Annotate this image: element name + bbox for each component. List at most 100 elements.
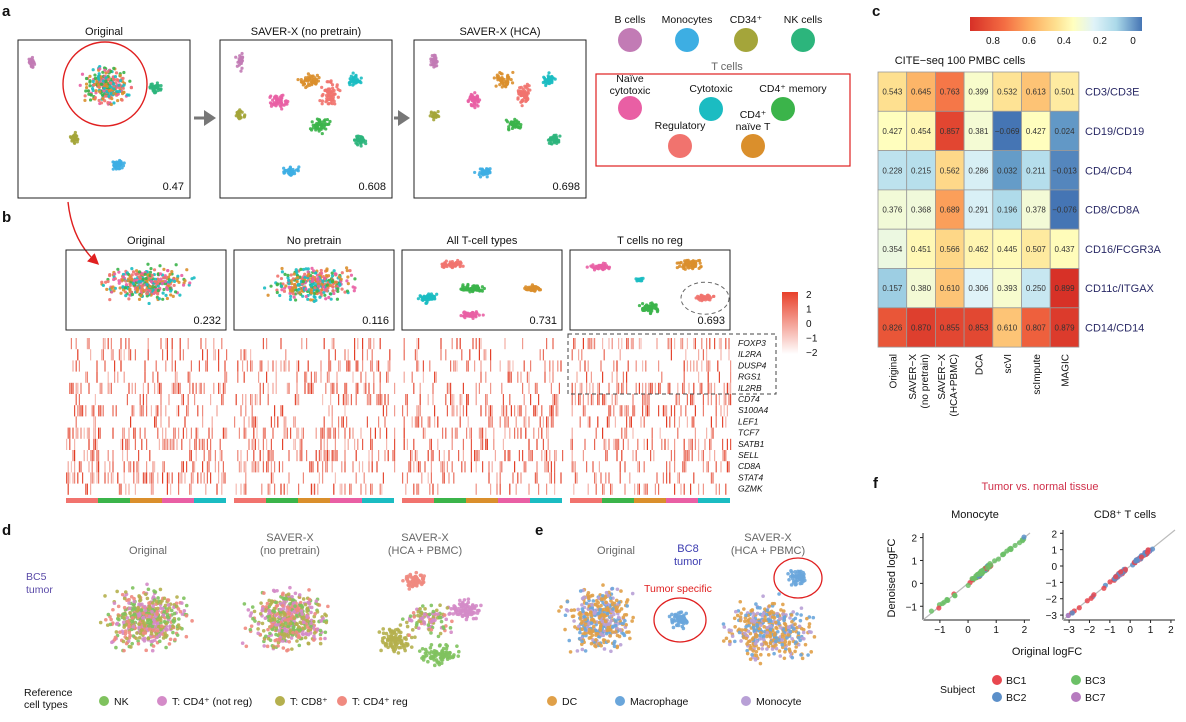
cell-point (93, 76, 97, 80)
expression-tick (74, 405, 76, 417)
expression-heatmap (234, 338, 396, 495)
cell-point (319, 123, 323, 128)
cell-point (155, 635, 159, 639)
expression-tick (210, 438, 212, 450)
expression-tick (643, 461, 645, 473)
expression-tick (379, 483, 381, 495)
heatmap-cell (963, 307, 994, 348)
legend-swatch (618, 28, 642, 52)
cell-point (142, 604, 147, 609)
expression-tick (443, 472, 445, 484)
expression-tick (533, 405, 535, 417)
cell-point (158, 272, 163, 276)
cell-point (84, 82, 89, 86)
expression-tick (688, 450, 690, 462)
expression-tick (674, 438, 676, 450)
expression-tick (701, 360, 703, 372)
colorbar-tick: 0 (806, 319, 812, 330)
expression-tick (714, 382, 716, 394)
cell-point (150, 273, 154, 278)
expression-tick (389, 360, 391, 372)
heatmap-cell (1049, 228, 1080, 269)
cell-point (544, 78, 548, 82)
expression-tick (147, 382, 149, 394)
expression-tick (637, 461, 639, 473)
cell-point (528, 285, 533, 289)
cell-point (256, 622, 261, 626)
cell-point (291, 286, 295, 290)
cell-point (462, 285, 466, 289)
expression-tick (218, 382, 220, 394)
expression-tick (120, 483, 122, 495)
cell-point (147, 627, 152, 632)
legend-label: Monocytes (662, 14, 713, 26)
score-label: 0.698 (552, 181, 580, 193)
expression-tick (638, 461, 640, 473)
expression-tick (726, 461, 728, 473)
expression-tick (344, 349, 346, 361)
expression-tick (602, 483, 604, 495)
expression-tick (616, 394, 618, 406)
cell-point (291, 630, 295, 635)
expression-tick (683, 483, 685, 495)
cell-point (110, 640, 114, 645)
expression-tick (245, 461, 247, 473)
cell-point (158, 601, 163, 605)
cell-point (332, 269, 336, 273)
expression-tick (394, 438, 396, 450)
expression-tick (258, 461, 260, 473)
expression-tick (88, 461, 90, 473)
expression-tick (661, 438, 663, 450)
expression-tick (514, 461, 516, 473)
plot-title: All T-cell types (447, 235, 518, 247)
expression-tick (344, 382, 346, 394)
expression-tick (222, 394, 224, 406)
expression-tick (82, 405, 84, 417)
expression-tick (456, 427, 458, 439)
expression-tick (626, 338, 628, 350)
cell-point (123, 590, 128, 594)
cell-point (98, 90, 102, 94)
expression-tick (261, 483, 263, 495)
cell-point (494, 84, 498, 88)
expression-tick (267, 382, 269, 394)
cell-point (321, 616, 325, 621)
cell-point (114, 645, 118, 650)
expression-tick (163, 438, 165, 450)
heatmap-value: 0.645 (911, 88, 932, 97)
expression-tick (362, 438, 364, 450)
expression-tick (694, 338, 696, 350)
cell-point (95, 80, 99, 84)
expression-tick (344, 405, 346, 417)
cell-point (317, 76, 321, 80)
cell-point (330, 90, 334, 94)
cell-point (638, 277, 642, 281)
expression-tick (272, 450, 274, 462)
cell-point (267, 598, 272, 603)
expression-tick (635, 360, 637, 372)
cell-point (288, 628, 293, 633)
cell-point (120, 91, 125, 96)
expression-tick (366, 416, 368, 428)
expression-tick (296, 360, 298, 372)
expression-tick (538, 394, 540, 406)
cell-point (116, 98, 120, 103)
expression-tick (133, 461, 135, 473)
expression-tick (86, 450, 88, 462)
cell-point (649, 305, 653, 310)
cell-point (146, 273, 150, 277)
expression-tick (203, 438, 205, 450)
expression-tick (710, 438, 712, 450)
cell-point (361, 140, 366, 144)
cell-point (551, 136, 555, 140)
cell-point (135, 272, 139, 276)
expression-tick (518, 405, 520, 417)
cell-point (296, 625, 301, 629)
expression-tick (517, 427, 519, 439)
expression-tick (413, 483, 415, 495)
gene-label: CD8A (738, 461, 761, 471)
cell-point (161, 297, 165, 301)
expression-tick (650, 450, 652, 462)
cell-point (176, 623, 181, 627)
cell-point (122, 612, 127, 616)
